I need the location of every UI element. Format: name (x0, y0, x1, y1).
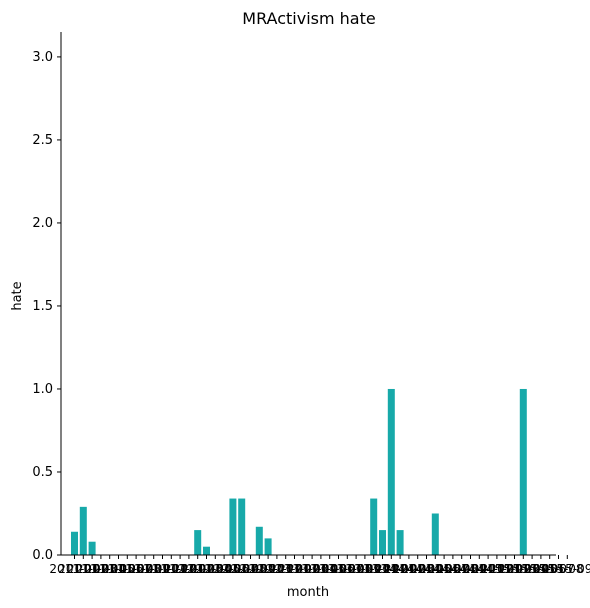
bar-2014-01 (387, 388, 395, 555)
x-tick-label: 2011-10 (129, 562, 179, 576)
x-tick-label: 2013-10 (340, 562, 390, 576)
bar-2012-11 (264, 538, 272, 555)
bar-2012-04 (203, 546, 210, 555)
x-tick-label: 2012-02 (164, 562, 214, 576)
x-tick-label: 2015-03 (489, 562, 539, 576)
y-tick-label: 1.5 (32, 299, 53, 314)
bar-2011-01 (71, 531, 78, 555)
x-tick-label: 2011-03 (67, 562, 117, 576)
x-tick-label: 2011-08 (111, 562, 161, 576)
x-tick-label: 2013-09 (331, 562, 381, 576)
bar-2015-04 (519, 388, 527, 555)
bar-2014-06 (431, 513, 439, 555)
x-axis-label: month (287, 585, 329, 600)
bar-2012-03 (194, 530, 202, 555)
y-tick-label: 0.0 (32, 548, 53, 563)
x-tick-label: 2011-12 (146, 562, 196, 576)
x-tick-label: 2012-01 (155, 562, 205, 576)
bar-2012-08 (238, 498, 246, 555)
x-tick-label: 2012-07 (208, 562, 258, 576)
y-tick-label: 2.0 (32, 216, 53, 231)
x-tick-label: 2011-11 (137, 562, 187, 576)
y-axis-label: hate (10, 281, 25, 310)
x-tick-label: 2012-06 (199, 562, 249, 576)
x-tick-label: 2013-01 (261, 562, 311, 576)
bar-2013-12 (379, 530, 386, 555)
y-tick-label: 1.0 (32, 382, 53, 397)
x-tick-label: 2015-02 (481, 562, 531, 576)
y-tick-label: 0.5 (32, 465, 53, 480)
x-tick-label: 2014-05 (401, 562, 451, 576)
x-tick-label: 2012-03 (173, 562, 223, 576)
x-tick-label: 2012-11 (243, 562, 293, 576)
x-tick-label: 2014-12 (463, 562, 513, 576)
x-tick-label: 2015-01 (472, 562, 522, 576)
x-tick-label: 2014-06 (410, 562, 460, 576)
x-tick-label: 2012-04 (181, 562, 231, 576)
bar-2011-02 (79, 506, 87, 555)
x-tick-label: 2011-02 (58, 562, 108, 576)
x-tick-label: 2013-06 (305, 562, 355, 576)
x-axis: 2011-012011-022011-032011-042011-052011-… (49, 555, 590, 576)
bar-2011-03 (88, 541, 96, 555)
x-tick-label: 2014-04 (393, 562, 443, 576)
x-tick-label: 2012-05 (190, 562, 240, 576)
x-tick-label: 2011-04 (76, 562, 126, 576)
x-tick-label: 2014-07 (419, 562, 469, 576)
x-tick-label: 2014-01 (366, 562, 416, 576)
x-tick-label: 2015-09 (542, 562, 590, 576)
x-tick-label: 2013-07 (313, 562, 363, 576)
x-tick-label: 2011-09 (120, 562, 170, 576)
x-tick-label: 2014-10 (445, 562, 495, 576)
x-tick-label: 2013-12 (357, 562, 407, 576)
bar-2014-02 (396, 530, 404, 555)
x-tick-label: 2015-05 (507, 562, 557, 576)
x-tick-label: 2011-05 (85, 562, 135, 576)
bar-2012-10 (255, 526, 263, 555)
bar-2012-07 (229, 498, 237, 555)
x-tick-label: 2015-04 (498, 562, 548, 576)
x-tick-label: 2015-06 (516, 562, 566, 576)
y-tick-label: 3.0 (32, 50, 53, 65)
x-tick-label: 2013-04 (287, 562, 337, 576)
x-tick-label: 2014-08 (428, 562, 478, 576)
x-tick-label: 2015-08 (533, 562, 583, 576)
bars (71, 388, 527, 555)
x-tick-label: 2012-09 (225, 562, 275, 576)
x-tick-label: 2014-11 (454, 562, 504, 576)
y-axis: 0.0 0.5 1.0 1.5 2.0 2.5 3.0 (32, 50, 61, 563)
x-tick-label: 2011-07 (102, 562, 152, 576)
bar-2013-11 (370, 498, 378, 555)
chart-title: MRActivism hate (242, 9, 375, 28)
x-tick-label: 2013-05 (296, 562, 346, 576)
x-tick-label: 2013-08 (322, 562, 372, 576)
x-tick-label: 2014-02 (375, 562, 425, 576)
x-tick-label: 2014-03 (384, 562, 434, 576)
x-tick-label: 2015-07 (525, 562, 575, 576)
x-tick-label: 2012-08 (217, 562, 267, 576)
x-tick-label: 2012-12 (252, 562, 302, 576)
x-tick-label: 2012-10 (234, 562, 284, 576)
x-tick-label: 2014-09 (437, 562, 487, 576)
x-tick-label: 2013-11 (349, 562, 399, 576)
x-tick-label: 2011-06 (93, 562, 143, 576)
x-tick-label: 2013-03 (278, 562, 328, 576)
y-tick-label: 2.5 (32, 133, 53, 148)
x-tick-label: 2011-01 (49, 562, 99, 576)
x-tick-label: 2013-02 (269, 562, 319, 576)
